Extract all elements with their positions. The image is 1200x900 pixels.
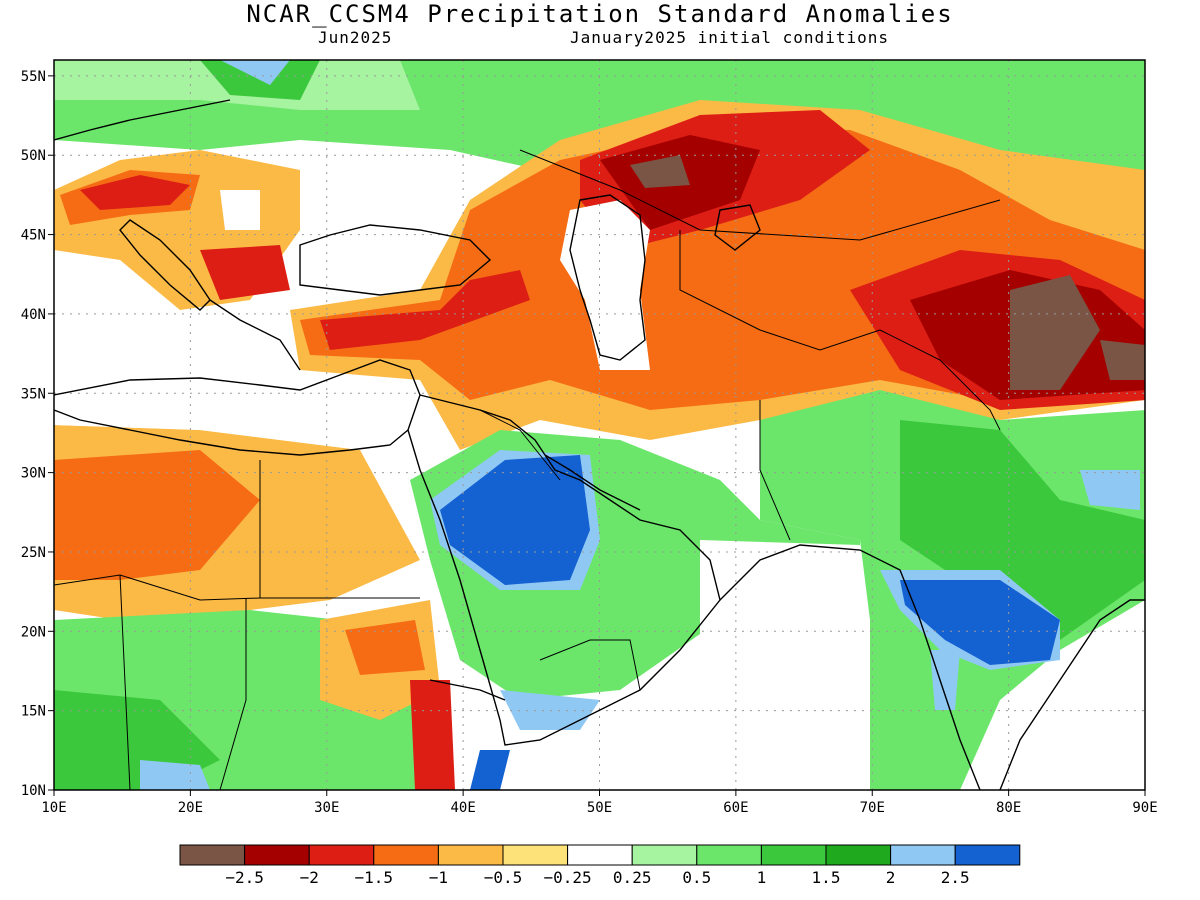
y-tick-label: 55N <box>21 69 46 85</box>
colorbar-label: 0.25 <box>613 868 652 887</box>
coastlines <box>54 99 1145 790</box>
y-axis: 55N 50N 45N 40N 35N 30N 25N 20N 15N 10N <box>21 69 54 799</box>
colorbar-label: −2.5 <box>225 868 264 887</box>
colorbar-swatch <box>179 844 246 866</box>
y-tick-label: 40N <box>21 307 46 323</box>
colorbar-swatch <box>760 844 827 866</box>
x-tick-label: 10E <box>41 800 66 816</box>
country-borders <box>54 149 1001 790</box>
x-tick-label: 90E <box>1132 800 1157 816</box>
colorbar-swatch <box>502 844 569 866</box>
colorbar-swatch <box>954 844 1021 866</box>
x-tick-label: 80E <box>996 800 1021 816</box>
colorbar-label: 2.5 <box>941 868 970 887</box>
colorbar-label: −1 <box>429 868 448 887</box>
colorbar-swatch <box>244 844 310 866</box>
y-tick-label: 25N <box>21 545 46 561</box>
y-tick-label: 20N <box>21 624 46 640</box>
chart-title: NCAR_CCSM4 Precipitation Standard Anomal… <box>246 0 954 28</box>
forecast-month: Jun2025 <box>318 28 393 47</box>
colorbar: −2.5 −2 −1.5 −1 −0.5 −0.25 0.25 0.5 1 1.5 2 2.5 <box>179 844 1021 887</box>
x-tick-label: 30E <box>314 800 339 816</box>
x-tick-label: 40E <box>450 800 475 816</box>
graticule <box>54 60 1145 790</box>
x-tick-label: 20E <box>178 800 203 816</box>
x-axis: 10E 20E 30E 40E 50E 60E 70E 80E 90E <box>41 790 1158 816</box>
colorbar-label: 1 <box>757 868 767 887</box>
colorbar-swatch <box>825 844 892 866</box>
y-tick-label: 10N <box>21 783 46 799</box>
initial-conditions: January2025 initial conditions <box>570 28 889 47</box>
colorbar-swatch <box>567 844 633 866</box>
colorbar-swatch <box>437 844 504 866</box>
colorbar-label: −0.25 <box>544 868 592 887</box>
x-tick-label: 70E <box>860 800 885 816</box>
y-tick-label: 35N <box>21 386 46 402</box>
colorbar-label: 2 <box>886 868 896 887</box>
colorbar-label: −1.5 <box>355 868 394 887</box>
colorbar-label: 1.5 <box>812 868 841 887</box>
colorbar-swatch <box>696 844 762 866</box>
x-tick-label: 60E <box>723 800 748 816</box>
colorbar-swatch <box>890 844 956 866</box>
colorbar-swatch <box>308 844 375 866</box>
colorbar-label: 0.5 <box>682 868 711 887</box>
colorbar-label: −2 <box>300 868 319 887</box>
precip-anomaly-field <box>54 60 1145 790</box>
y-tick-label: 50N <box>21 148 46 164</box>
x-tick-label: 50E <box>587 800 612 816</box>
y-tick-label: 45N <box>21 228 46 244</box>
colorbar-swatch <box>631 844 698 866</box>
colorbar-label: −0.5 <box>484 868 523 887</box>
y-tick-label: 15N <box>21 704 46 720</box>
colorbar-swatch <box>373 844 439 866</box>
y-tick-label: 30N <box>21 466 46 482</box>
